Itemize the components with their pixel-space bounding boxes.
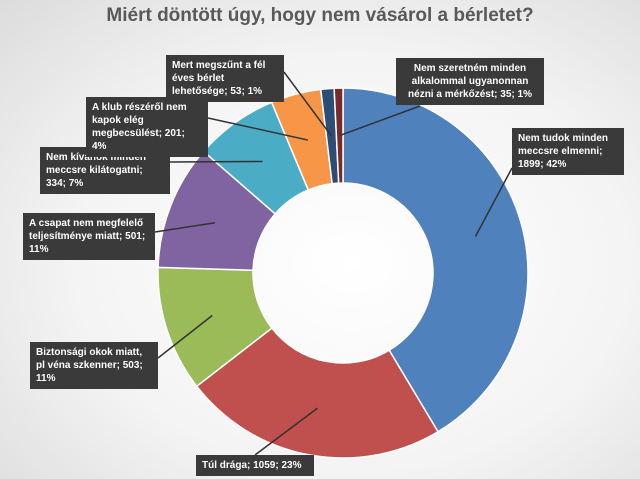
data-label-biztonsagi: Biztonsági okok miatt, pl véna szkenner;… (30, 342, 158, 389)
leader-line-5 (207, 117, 309, 141)
data-label-nem-szeretnem: Nem szeretném minden alkalommal ugyanonn… (396, 58, 544, 105)
chart-title: Miért döntött úgy, hogy nem vásárol a bé… (106, 5, 534, 26)
leader-line-2 (157, 314, 213, 359)
leader-line-6 (283, 71, 333, 137)
leader-line-4 (169, 160, 263, 163)
data-label-csapat: A csapat nem megfelelő teljesítménye mia… (23, 213, 155, 260)
slice-0 (342, 87, 529, 433)
data-label-tul-draga: Túl drága; 1059; 23% (196, 455, 314, 476)
leader-line-1 (254, 407, 318, 456)
data-label-klub: A klub részéről nem kapok elég megbecsül… (86, 97, 208, 157)
data-label-felve-berlet: Mert megszűnt a fél éves bérlet lehetősé… (166, 55, 284, 102)
slice-7 (333, 87, 344, 184)
leader-line-3 (154, 222, 216, 233)
data-label-nem-tudok: Nem tudok minden meccsre elmenni; 1899; … (512, 128, 624, 175)
slice-1 (195, 327, 440, 459)
leader-line-7 (339, 105, 421, 137)
leader-line-0 (474, 167, 513, 237)
